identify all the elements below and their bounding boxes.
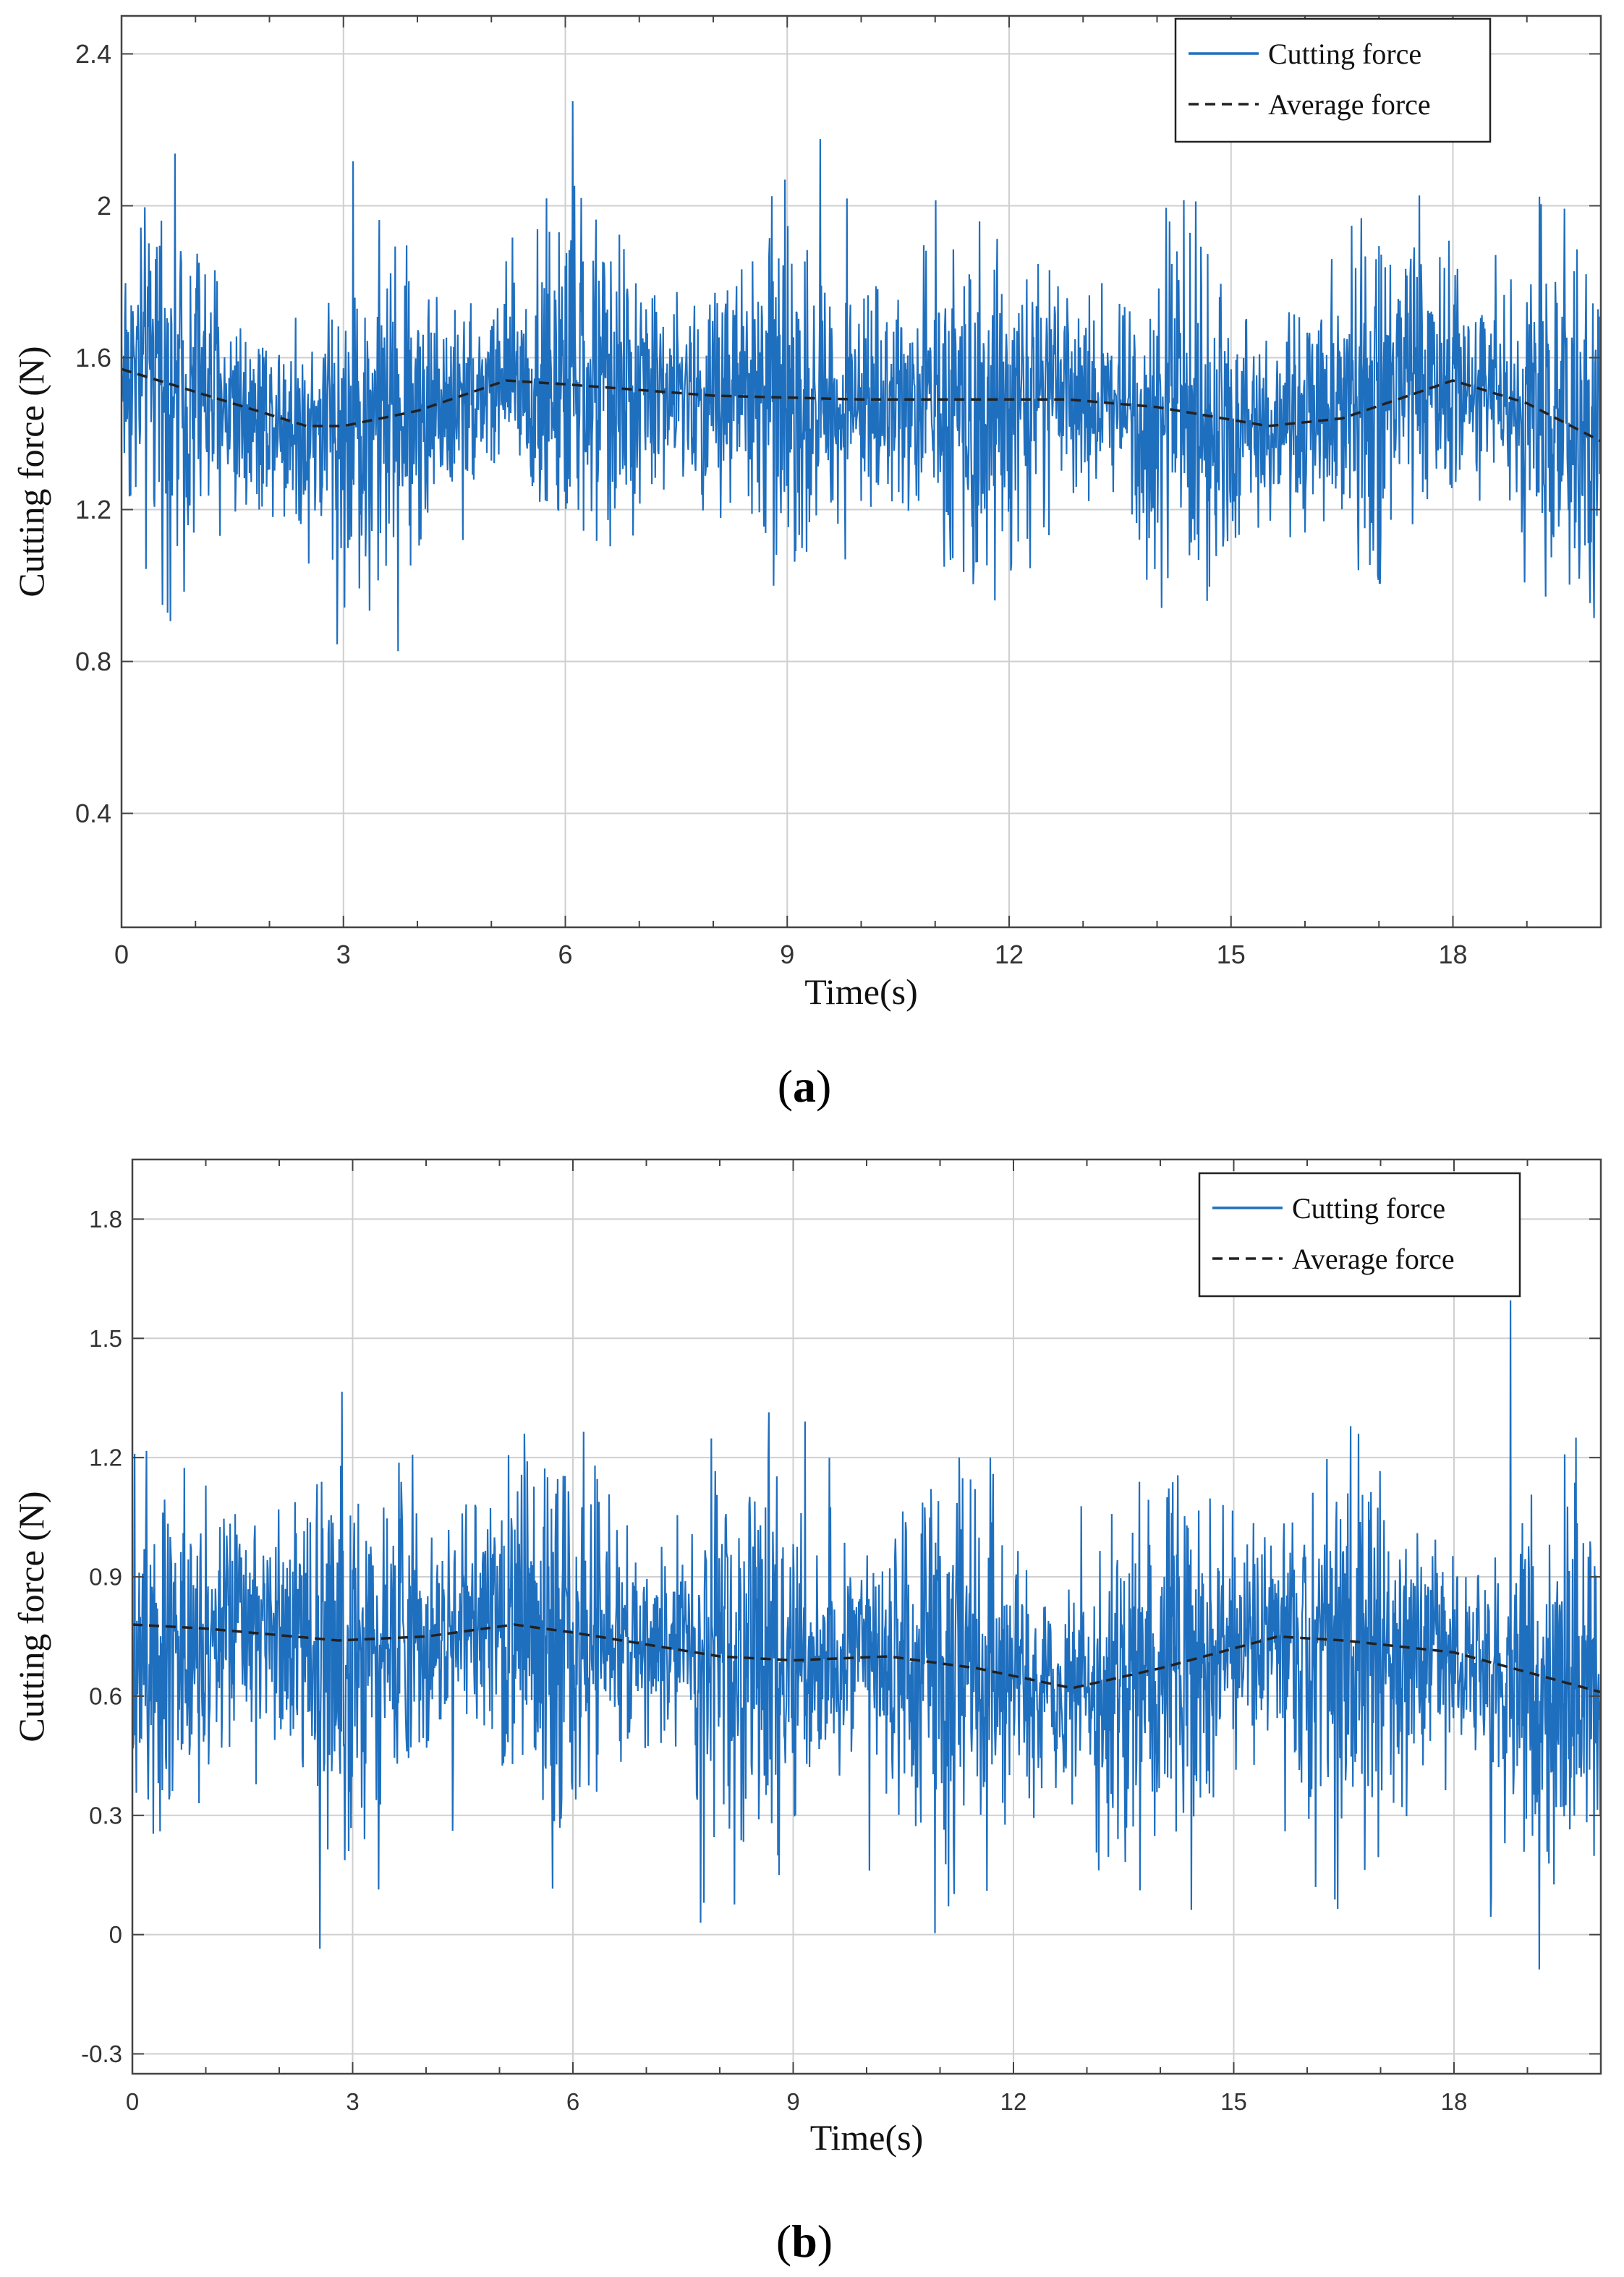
y-tick-label: 2 — [97, 191, 111, 221]
x-axis: 0 3 6 9 12 15 18 — [126, 1159, 1602, 2115]
y-axis-label: Cutting force (N) — [11, 1491, 51, 1742]
legend: Cutting force Average force — [1198, 1172, 1521, 1298]
y-tick-label: -0.3 — [81, 2040, 122, 2067]
chart-panel-b: 0 3 6 9 12 15 18-0.300.30.60.91.21.51.8Time(s)… — [11, 1158, 1602, 2158]
x-axis: 0 3 6 9 12 15 18 — [114, 16, 1602, 969]
x-tick-label: 12 — [1000, 2088, 1027, 2115]
legend-box — [1174, 17, 1492, 143]
chart-panel-a: 0 3 6 9 12 15 18 0.4 0.8 1.2 1.6 2 2.4 Time(s) Cutting… — [11, 14, 1602, 1012]
y-tick-label: 0 — [109, 1921, 122, 1948]
x-tick-label: 9 — [786, 2088, 799, 2115]
y-tick-label: 0.9 — [89, 1564, 122, 1591]
x-tick-label: 3 — [346, 2088, 359, 2115]
x-tick-label: 18 — [1441, 2088, 1468, 2115]
legend: Cutting force Average force — [1174, 17, 1492, 143]
y-tick-label: 0.4 — [75, 799, 111, 828]
legend-label-average-force: Average force — [1268, 88, 1431, 121]
x-tick-label: 6 — [566, 2088, 579, 2115]
x-tick-label: 15 — [1220, 2088, 1247, 2115]
legend-box — [1198, 1172, 1521, 1298]
y-tick-label: 0.3 — [89, 1802, 122, 1829]
y-axis-label: Cutting force (N) — [11, 346, 51, 597]
cutting-force-series — [132, 1300, 1601, 1970]
y-tick-label: 2.4 — [75, 39, 111, 69]
y-tick-label: 0.6 — [89, 1682, 122, 1709]
x-tick-label: 18 — [1438, 940, 1467, 969]
legend-label-average-force: Average force — [1292, 1243, 1455, 1275]
x-tick-label: 0 — [114, 940, 129, 969]
panel-label-a: (a) — [777, 1060, 832, 1112]
x-axis-label: Time(s) — [810, 2117, 924, 2158]
legend-label-cutting-force: Cutting force — [1268, 38, 1421, 70]
y-tick-label: 1.8 — [89, 1206, 122, 1233]
y-axis: -0.3 0 0.3 0.6 0.9 1.2 1.5 1.8 — [81, 1206, 1601, 2067]
cutting-force-series — [122, 101, 1601, 652]
y-tick-label: 1.2 — [89, 1444, 122, 1471]
x-tick-label: 12 — [995, 940, 1024, 969]
x-tick-label: 0 — [126, 2088, 139, 2115]
x-tick-label: 3 — [336, 940, 351, 969]
x-tick-label: 6 — [558, 940, 572, 969]
x-tick-label: 9 — [780, 940, 794, 969]
y-tick-label: 1.5 — [89, 1325, 122, 1352]
legend-label-cutting-force: Cutting force — [1292, 1192, 1445, 1225]
y-tick-label: 1.2 — [75, 495, 111, 524]
y-tick-label: 1.6 — [75, 343, 111, 373]
y-axis: 0.4 0.8 1.2 1.6 2 2.4 — [75, 39, 1601, 828]
panel-label-b: (b) — [775, 2216, 833, 2267]
x-tick-label: 15 — [1217, 940, 1246, 969]
y-tick-label: 0.8 — [75, 647, 111, 676]
x-axis-label: Time(s) — [804, 971, 918, 1012]
